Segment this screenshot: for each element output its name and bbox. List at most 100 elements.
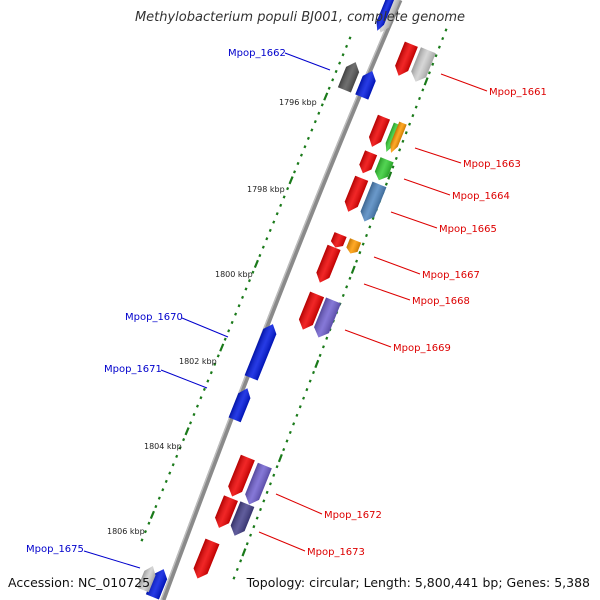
genome-title: Methylobacterium populi BJ001, complete … xyxy=(134,10,466,25)
leader-line xyxy=(414,147,462,164)
minor-tick xyxy=(341,293,345,298)
minor-tick xyxy=(321,345,325,349)
minor-tick xyxy=(298,405,302,409)
gene-label-reverse: Mpop_1673 xyxy=(307,547,365,558)
minor-tick xyxy=(401,139,405,143)
leader-line xyxy=(363,283,411,301)
label-leader-lines xyxy=(83,52,488,569)
minor-tick xyxy=(391,165,395,169)
leader-line xyxy=(390,211,438,229)
minor-tick xyxy=(411,114,415,118)
minor-tick xyxy=(157,496,161,500)
minor-tick xyxy=(384,182,388,186)
minor-tick xyxy=(258,253,262,258)
major-tick xyxy=(288,176,294,185)
minor-tick xyxy=(404,131,408,135)
gene-arrow xyxy=(193,538,220,579)
gene-arrow xyxy=(330,232,347,248)
minor-tick xyxy=(192,412,196,417)
minor-tick xyxy=(227,329,231,333)
kbp-label: 1802 kbp xyxy=(179,357,217,366)
minor-tick xyxy=(394,156,398,161)
gene-features xyxy=(137,0,436,600)
minor-tick xyxy=(239,559,243,563)
gene-label-forward: Mpop_1670 xyxy=(125,312,183,323)
leader-line xyxy=(344,329,392,348)
minor-tick xyxy=(302,396,306,400)
minor-tick xyxy=(318,353,322,357)
minor-tick xyxy=(275,465,279,469)
minor-tick xyxy=(171,463,175,467)
gene-label-reverse: Mpop_1672 xyxy=(324,510,382,521)
gene-arrow xyxy=(314,297,341,338)
major-tick xyxy=(323,92,329,101)
major-tick xyxy=(149,510,155,520)
minor-tick xyxy=(368,225,372,229)
minor-tick xyxy=(234,312,238,316)
leader-line xyxy=(284,52,331,71)
major-tick xyxy=(184,427,190,436)
minor-tick xyxy=(418,96,421,101)
minor-tick xyxy=(408,122,412,126)
gene-arrow xyxy=(395,41,418,76)
minor-tick xyxy=(371,216,375,220)
kbp-label: 1804 kbp xyxy=(144,442,182,451)
minor-tick xyxy=(427,71,431,75)
gene-label-reverse: Mpop_1668 xyxy=(412,296,470,307)
minor-tick xyxy=(414,105,418,109)
gene-arrow xyxy=(359,150,378,174)
minor-tick xyxy=(444,28,448,32)
minor-tick xyxy=(265,490,269,494)
minor-tick xyxy=(237,304,241,308)
minor-tick xyxy=(175,454,179,458)
major-tick xyxy=(241,548,247,557)
gene-arrow xyxy=(230,501,255,536)
minor-tick xyxy=(252,525,256,529)
minor-tick xyxy=(223,337,227,341)
gene-arrow xyxy=(374,157,394,181)
gene-arrow xyxy=(376,0,395,31)
minor-tick xyxy=(292,422,296,426)
minor-tick xyxy=(317,111,321,115)
minor-tick xyxy=(286,186,290,191)
leader-line xyxy=(160,369,208,389)
minor-tick xyxy=(206,379,210,383)
major-tick xyxy=(253,259,259,269)
minor-tick xyxy=(327,86,331,90)
minor-tick xyxy=(421,88,425,92)
major-tick xyxy=(387,171,393,180)
gene-arrow xyxy=(215,495,238,528)
gene-arrow xyxy=(316,244,341,283)
minor-tick xyxy=(305,388,309,392)
minor-tick xyxy=(295,413,299,417)
minor-tick xyxy=(325,336,329,340)
minor-tick xyxy=(195,404,199,408)
minor-tick xyxy=(147,521,151,525)
gene-arrow xyxy=(360,181,387,222)
minor-tick xyxy=(285,439,289,443)
minor-tick xyxy=(232,576,236,580)
minor-tick xyxy=(272,220,276,224)
kbp-label: 1800 kbp xyxy=(215,270,253,279)
gene-arrow xyxy=(346,238,362,254)
minor-tick xyxy=(282,447,286,452)
minor-tick xyxy=(348,36,352,40)
minor-tick xyxy=(216,354,220,358)
kbp-label: 1806 kbp xyxy=(107,527,145,536)
minor-tick xyxy=(345,285,349,289)
minor-tick xyxy=(209,371,213,375)
minor-tick xyxy=(434,54,438,58)
minor-tick xyxy=(154,504,158,509)
minor-tick xyxy=(249,533,253,537)
gene-arrow xyxy=(355,71,376,100)
gene-arrow xyxy=(344,175,369,212)
gene-arrow xyxy=(145,569,168,600)
minor-tick xyxy=(279,203,283,207)
minor-tick xyxy=(262,499,266,503)
gene-label-forward: Mpop_1675 xyxy=(26,544,84,555)
minor-tick xyxy=(255,516,259,520)
minor-tick xyxy=(338,61,342,65)
gene-arrow xyxy=(137,565,156,593)
minor-tick xyxy=(265,237,269,241)
